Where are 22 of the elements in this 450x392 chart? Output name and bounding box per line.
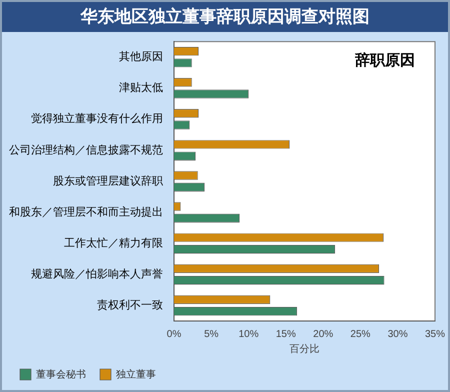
x-tick-label: 0% xyxy=(166,328,182,340)
x-axis-title: 百分比 xyxy=(289,342,320,355)
y-tick-label: 津贴太低 xyxy=(119,81,163,94)
x-tick-label: 25% xyxy=(350,328,371,340)
y-tick-label: 工作太忙／精力有限 xyxy=(64,236,163,250)
y-tick-label: 股东或管理层建议辞职 xyxy=(53,174,163,188)
x-tick-label: 35% xyxy=(424,328,446,340)
chart-title: 华东地区独立董事辞职原因调查对照图 xyxy=(2,2,448,32)
x-tick-label: 20% xyxy=(313,328,334,340)
x-tick-label: 5% xyxy=(204,328,219,340)
x-tick-label: 15% xyxy=(276,328,296,340)
y-tick-label: 公司治理结构／信息披露不规范 xyxy=(9,143,163,156)
legend-label: 独立董事 xyxy=(116,368,156,380)
y-tick-label: 规避风险／怕影响本人声誉 xyxy=(31,267,163,280)
text: 辞职原因 xyxy=(354,50,415,69)
legend-label: 董事会秘书 xyxy=(36,368,86,380)
y-tick-label: 觉得独立董事没有什么作用 xyxy=(31,112,163,126)
x-tick-label: 10% xyxy=(238,328,259,340)
x-tick-label: 30% xyxy=(388,328,408,340)
y-tick-label: 其他原因 xyxy=(119,50,163,64)
y-tick-label: 和股东／管理层不和而主动提出 xyxy=(9,205,163,218)
y-tick-label: 责权利不一致 xyxy=(97,298,163,312)
